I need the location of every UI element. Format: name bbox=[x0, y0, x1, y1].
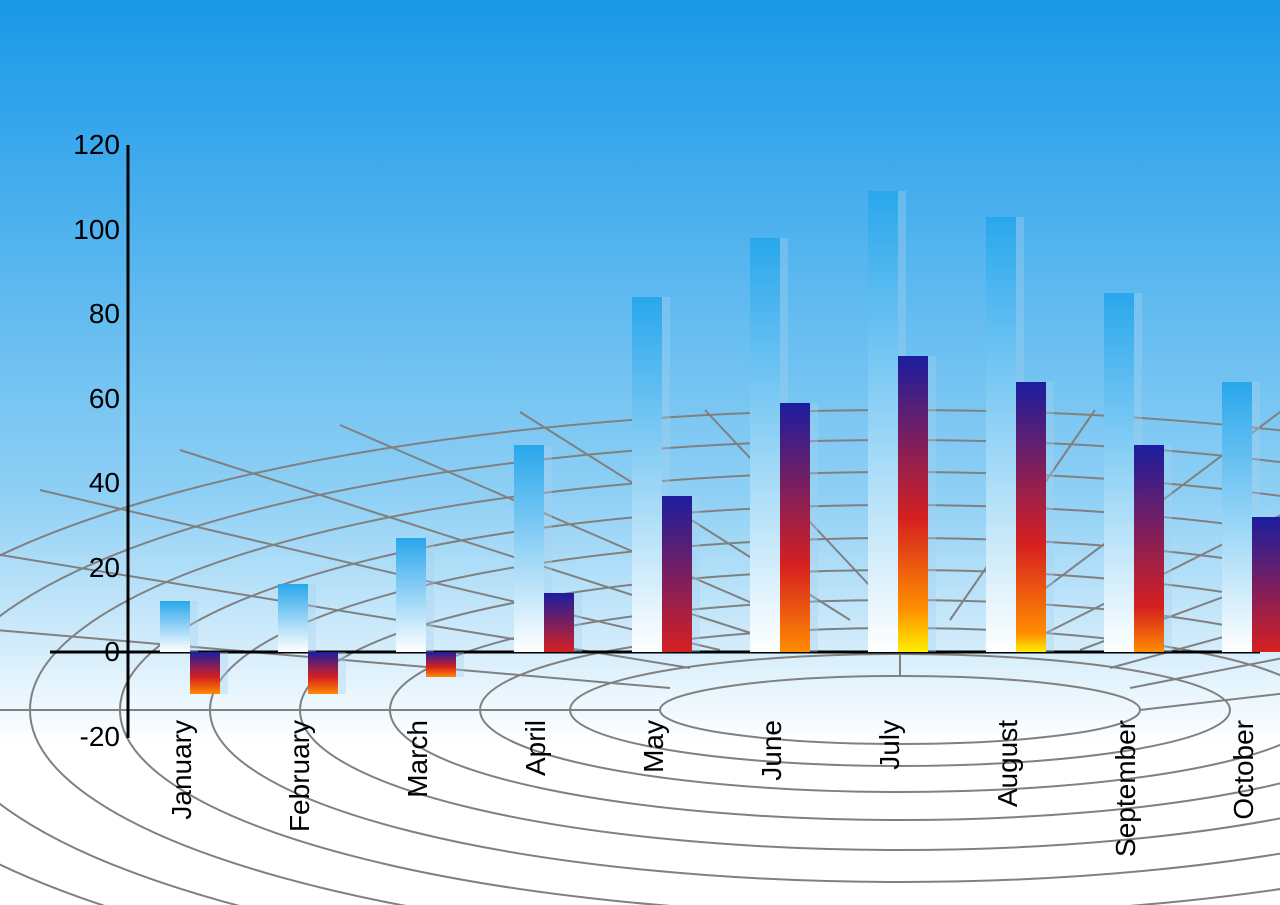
bar-secondary bbox=[1016, 382, 1046, 652]
bar-primary bbox=[868, 191, 898, 652]
x-tick-label: August bbox=[992, 720, 1024, 807]
bar-primary bbox=[160, 601, 190, 652]
bar-secondary bbox=[898, 356, 928, 652]
monthly-bar-chart: -20020406080100120 JanuaryFebruaryMarchA… bbox=[0, 0, 1280, 905]
bar-secondary bbox=[662, 496, 692, 652]
bar-primary bbox=[278, 584, 308, 652]
bar-primary bbox=[632, 297, 662, 652]
bar-secondary bbox=[1134, 445, 1164, 652]
bar-secondary bbox=[426, 652, 456, 677]
x-tick-label: January bbox=[166, 720, 198, 820]
bar-secondary bbox=[190, 652, 220, 694]
x-tick-label: July bbox=[874, 720, 906, 770]
bar-secondary bbox=[1252, 517, 1280, 652]
bar-primary bbox=[396, 538, 426, 652]
bar-secondary bbox=[308, 652, 338, 694]
x-tick-label: March bbox=[402, 720, 434, 798]
bar-primary bbox=[750, 238, 780, 652]
x-tick-label: September bbox=[1110, 720, 1142, 857]
bar-primary bbox=[986, 217, 1016, 652]
bar-primary bbox=[1222, 382, 1252, 652]
x-tick-label: April bbox=[520, 720, 552, 776]
x-tick-label: June bbox=[756, 720, 788, 781]
x-tick-label: May bbox=[638, 720, 670, 773]
x-tick-label: February bbox=[284, 720, 316, 832]
x-tick-label: October bbox=[1228, 720, 1260, 820]
bar-primary bbox=[1104, 293, 1134, 652]
bar-secondary bbox=[544, 593, 574, 652]
bar-primary bbox=[514, 445, 544, 652]
bar-secondary bbox=[780, 403, 810, 652]
